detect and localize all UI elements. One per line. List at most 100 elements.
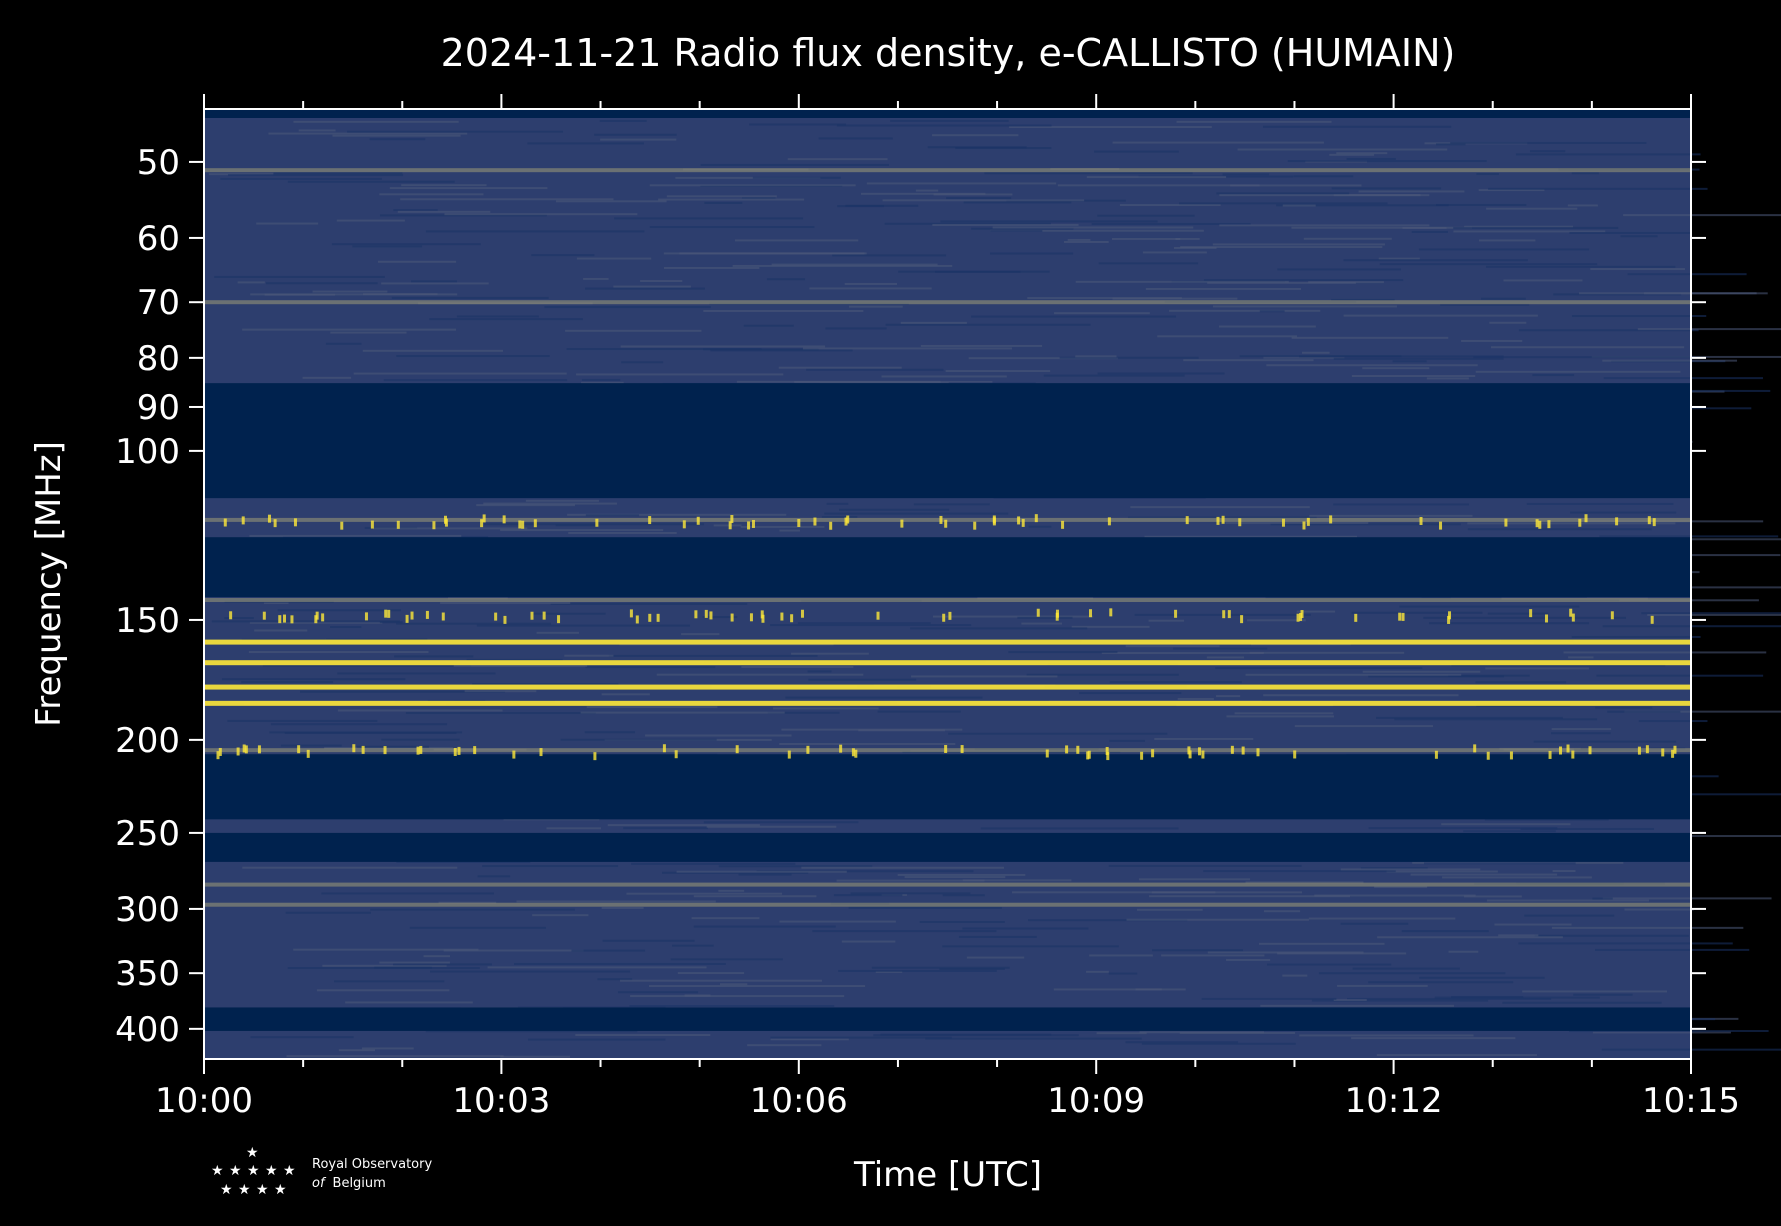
noise-streak [254, 629, 308, 632]
noise-streak [1642, 835, 1781, 838]
noise-streak [401, 184, 487, 187]
noise-streak [1343, 314, 1538, 317]
noise-streak [904, 876, 1006, 879]
noise-streak [396, 355, 550, 358]
noise-streak [1277, 268, 1401, 271]
noise-streak [394, 655, 474, 658]
noise-streak [1463, 830, 1556, 833]
bright-speck [728, 521, 732, 530]
bright-speck [846, 515, 850, 524]
x-tick-label: 10:06 [750, 1081, 848, 1121]
bright-speck [1571, 613, 1575, 622]
noise-streak [287, 180, 455, 183]
noise-streak [881, 375, 1007, 378]
noise-streak [1599, 535, 1779, 538]
bright-speck [1281, 518, 1285, 527]
noise-streak [1263, 356, 1345, 359]
bright-speck [216, 751, 220, 760]
noise-streak [962, 927, 1089, 930]
noise-streak [1602, 897, 1772, 900]
noise-streak [1294, 725, 1434, 728]
noise-streak [1485, 265, 1676, 268]
bright-speck [844, 517, 848, 526]
noise-streak [1646, 538, 1781, 541]
noise-streak [1596, 674, 1764, 677]
bright-speck [1045, 749, 1049, 758]
noise-streak [1424, 862, 1576, 865]
noise-streak [648, 985, 866, 988]
noise-streak [1028, 525, 1052, 528]
noise-streak [966, 956, 1025, 959]
bright-speck [441, 612, 445, 621]
noise-streak [1436, 203, 1527, 206]
noise-streak [1336, 152, 1388, 155]
bright-speck [704, 609, 708, 618]
noise-streak [1551, 732, 1611, 735]
bright-speck [1486, 751, 1490, 760]
bright-speck [730, 515, 734, 524]
noise-streak [989, 252, 1074, 255]
noise-streak [962, 879, 1072, 882]
bright-speck [829, 521, 833, 530]
noise-streak [565, 329, 702, 332]
noise-streak [482, 865, 619, 868]
noise-streak [581, 378, 621, 381]
bright-speck [244, 745, 248, 754]
noise-streak [321, 892, 494, 895]
noise-streak [710, 349, 853, 352]
noise-streak [1225, 521, 1369, 524]
noise-streak [396, 860, 531, 863]
noise-streak [1216, 192, 1350, 195]
y-tick-label: 350 [115, 954, 180, 994]
noise-streak [1570, 511, 1677, 514]
bright-speck [942, 613, 946, 622]
noise-streak [1346, 157, 1396, 160]
noise-streak [262, 664, 472, 667]
noise-streak [1453, 226, 1619, 229]
noise-streak [932, 223, 1079, 226]
bright-speck [939, 515, 943, 524]
noise-streak [971, 315, 1177, 318]
noise-streak [1333, 999, 1367, 1002]
logo-line-1: Royal Observatory [312, 1157, 432, 1172]
noise-streak [1484, 818, 1609, 821]
noise-streak [771, 263, 938, 266]
bright-speck [1151, 749, 1155, 758]
noise-streak [825, 327, 887, 330]
bright-speck [306, 749, 310, 758]
bright-speck [1109, 608, 1113, 617]
noise-streak [1358, 190, 1465, 193]
bright-speck [735, 745, 739, 754]
noise-streak [1207, 951, 1364, 954]
bright-speck [1547, 520, 1551, 529]
noise-streak [500, 1055, 571, 1058]
bright-speck [839, 744, 843, 753]
noise-streak [1259, 942, 1385, 945]
y-tick-label: 400 [115, 1010, 180, 1050]
svg-text:★: ★ [256, 1182, 269, 1198]
noise-streak [1026, 673, 1179, 676]
noise-streak [963, 201, 1072, 204]
bright-speck [1230, 745, 1234, 754]
noise-streak [700, 163, 890, 166]
bright-speck [410, 611, 414, 620]
noise-streak [676, 870, 847, 873]
noise-streak [1451, 664, 1666, 667]
noise-streak [1571, 315, 1707, 318]
noise-streak [873, 1034, 1079, 1037]
bright-speck [1588, 746, 1592, 755]
noise-streak [1009, 126, 1212, 129]
noise-streak [1441, 823, 1571, 826]
spectrum-top-strip [204, 109, 1691, 118]
noise-streak [703, 821, 859, 824]
noise-streak [932, 134, 1019, 137]
bright-speck [1504, 518, 1508, 527]
noise-streak [640, 280, 683, 283]
noise-streak [1360, 867, 1428, 870]
noise-streak [1112, 141, 1324, 144]
noise-streak [381, 738, 460, 741]
noise-streak [1331, 298, 1395, 301]
bright-speck [297, 745, 301, 754]
bright-speck [694, 610, 698, 619]
bright-speck [797, 518, 801, 527]
